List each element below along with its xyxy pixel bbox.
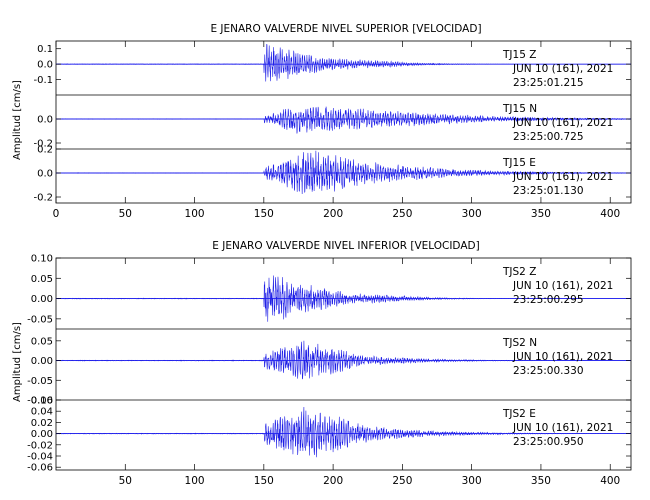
x-tick-label: 250 <box>392 475 412 487</box>
y-tick-label: -0.10 <box>27 396 53 407</box>
x-tick-label: 300 <box>462 475 482 487</box>
channel-date-label: JUN 10 (161), 2021 <box>512 351 613 363</box>
panel-inferior-ylabel: Amplitud [cm/s] <box>12 322 23 402</box>
x-tick-label: 200 <box>323 208 343 220</box>
y-tick-label: 0.02 <box>31 418 53 429</box>
y-tick-label: 0.04 <box>31 407 53 418</box>
channel-id-label: TJ15 Z <box>502 49 536 61</box>
y-tick-label: 0.1 <box>37 44 53 55</box>
channel-date-label: JUN 10 (161), 2021 <box>512 171 613 183</box>
x-tick-label: 350 <box>531 208 551 220</box>
x-tick-label: 50 <box>119 208 132 220</box>
y-tick-label: 0.0 <box>37 115 53 126</box>
trace-tj15-z <box>55 43 631 82</box>
x-tick-label: 400 <box>600 475 620 487</box>
x-tick-label: 250 <box>392 208 412 220</box>
y-tick-label: 0.00 <box>31 356 53 367</box>
channel-date-label: JUN 10 (161), 2021 <box>512 117 613 129</box>
x-tick-label: 150 <box>254 208 274 220</box>
y-tick-label: 0.06 <box>31 396 53 407</box>
channel-id-label: TJ15 E <box>502 157 536 169</box>
y-tick-label: 0.05 <box>31 274 53 285</box>
y-tick-label: -0.05 <box>27 314 53 325</box>
trace-tjs2-n <box>55 340 631 380</box>
panel-inferior: E JENARO VALVERDE NIVEL INFERIOR [VELOCI… <box>12 240 632 487</box>
y-tick-label: 0.0 <box>37 60 53 71</box>
trace-tj15-e <box>55 150 631 195</box>
channel-time-label: 23:25:00.725 <box>513 131 584 143</box>
y-tick-label: 0.0 <box>37 169 53 180</box>
panel-superior-ylabel: Amplitud [cm/s] <box>12 80 23 160</box>
trace-tj15-n <box>55 106 632 134</box>
channel-id-label: TJS2 N <box>502 337 537 349</box>
y-tick-label: -0.2 <box>33 193 53 204</box>
channel-date-label: JUN 10 (161), 2021 <box>512 422 613 434</box>
y-tick-label: 0.00 <box>31 294 53 305</box>
x-tick-label: 50 <box>119 475 132 487</box>
channel-id-label: TJS2 E <box>502 408 536 420</box>
trace-tjs2-e <box>55 407 631 458</box>
channel-time-label: 23:25:01.130 <box>513 185 584 197</box>
y-tick-label: -0.06 <box>27 463 53 474</box>
y-tick-label: 0.05 <box>31 336 53 347</box>
x-tick-label: 100 <box>185 208 205 220</box>
y-tick-label: -0.02 <box>27 440 53 451</box>
channel-time-label: 23:25:00.295 <box>513 294 584 306</box>
x-tick-label: 0 <box>53 208 60 220</box>
y-tick-label: 0.2 <box>37 145 53 156</box>
x-tick-label: 300 <box>462 208 482 220</box>
panel-superior-frame <box>55 40 632 204</box>
channel-time-label: 23:25:00.330 <box>513 365 584 377</box>
channel-time-label: 23:25:00.950 <box>513 436 584 448</box>
panel-superior: E JENARO VALVERDE NIVEL SUPERIOR [VELOCI… <box>12 23 632 220</box>
y-tick-label: -0.04 <box>27 452 53 463</box>
y-tick-label: -0.2 <box>33 139 53 150</box>
panel-inferior-title: E JENARO VALVERDE NIVEL INFERIOR [VELOCI… <box>212 240 479 252</box>
x-tick-label: 400 <box>600 208 620 220</box>
y-tick-label: -0.1 <box>33 75 53 86</box>
x-tick-label: 350 <box>531 475 551 487</box>
channel-date-label: JUN 10 (161), 2021 <box>512 63 613 75</box>
x-tick-label: 150 <box>254 475 274 487</box>
y-tick-label: 0.00 <box>31 429 53 440</box>
channel-date-label: JUN 10 (161), 2021 <box>512 280 613 292</box>
channel-id-label: TJS2 Z <box>502 266 536 278</box>
x-tick-label: 100 <box>185 475 205 487</box>
x-tick-label: 200 <box>323 475 343 487</box>
y-tick-label: -0.05 <box>27 376 53 387</box>
panel-inferior-frame <box>55 257 632 471</box>
channel-id-label: TJ15 N <box>502 103 537 115</box>
panel-superior-title: E JENARO VALVERDE NIVEL SUPERIOR [VELOCI… <box>210 23 481 35</box>
channel-time-label: 23:25:01.215 <box>513 77 584 89</box>
trace-tjs2-z <box>55 275 631 322</box>
y-tick-label: 0.10 <box>31 254 53 265</box>
